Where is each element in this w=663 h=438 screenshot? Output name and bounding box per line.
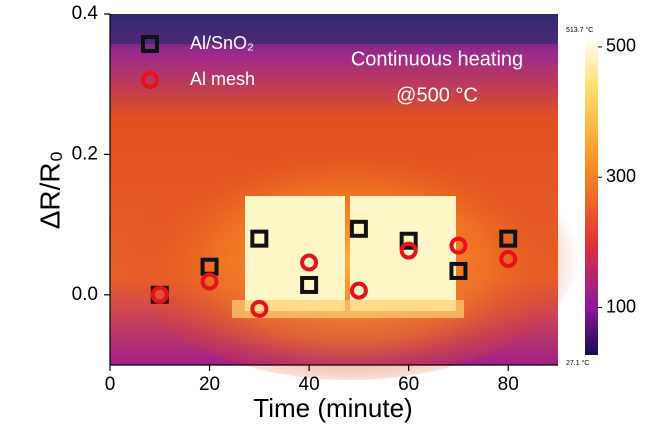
colorbar-max-label: 513.7 °C bbox=[566, 26, 593, 34]
x-tick-label: 0 bbox=[105, 374, 116, 395]
x-tick-label: 80 bbox=[498, 374, 519, 395]
legend-label: Al mesh bbox=[190, 69, 255, 89]
y-tick-label: 0.0 bbox=[72, 284, 98, 305]
annotation: Continuous heating bbox=[351, 48, 523, 70]
y-tick-label: 0.4 bbox=[72, 3, 99, 24]
colorbar-min-label: 27.1 °C bbox=[566, 359, 589, 367]
colorbar bbox=[585, 38, 598, 355]
annotation: @500 °C bbox=[396, 84, 478, 106]
x-tick-label: 60 bbox=[398, 374, 419, 395]
colorbar-tick-label: 300 bbox=[606, 166, 636, 186]
colorbar-tick-label: 500 bbox=[606, 36, 636, 56]
y-axis-label: ΔR/R₀ bbox=[34, 151, 65, 230]
x-tick-label: 40 bbox=[299, 374, 320, 395]
x-axis-label: Time (minute) bbox=[253, 393, 412, 423]
y-tick-label: 0.2 bbox=[72, 143, 98, 164]
legend-label: Al/SnO₂ bbox=[190, 33, 254, 53]
x-tick-label: 20 bbox=[199, 374, 220, 395]
colorbar-tick-label: 100 bbox=[606, 296, 636, 316]
chart: Time (minute) ΔR/R₀ Continuous heating @… bbox=[0, 0, 663, 438]
